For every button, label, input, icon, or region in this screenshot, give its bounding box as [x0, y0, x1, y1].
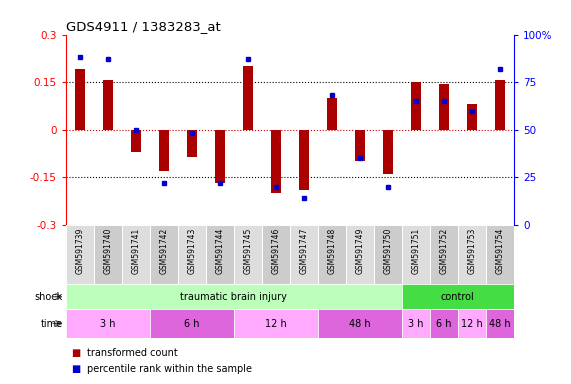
Bar [206, 225, 234, 284]
Text: time: time [41, 318, 63, 329]
Bar [66, 225, 94, 284]
Text: ■: ■ [71, 348, 81, 358]
Bar [402, 284, 514, 309]
Bar [439, 84, 449, 130]
Text: GSM591748: GSM591748 [327, 228, 336, 274]
Text: percentile rank within the sample: percentile rank within the sample [87, 364, 252, 374]
Bar [243, 66, 252, 130]
Bar [66, 284, 402, 309]
Text: GSM591742: GSM591742 [159, 228, 168, 274]
Bar [150, 309, 234, 338]
Text: GSM591746: GSM591746 [271, 228, 280, 274]
Bar [402, 225, 430, 284]
Text: GSM591752: GSM591752 [439, 228, 448, 274]
Text: ■: ■ [71, 364, 81, 374]
Bar [215, 130, 224, 184]
Bar [187, 130, 196, 157]
Bar [234, 225, 262, 284]
Bar [159, 130, 168, 171]
Bar [486, 309, 514, 338]
Bar [290, 225, 318, 284]
Bar [430, 225, 458, 284]
Text: GSM591754: GSM591754 [496, 228, 504, 274]
Text: shock: shock [35, 291, 63, 302]
Bar [318, 309, 402, 338]
Bar [131, 130, 140, 152]
Bar [411, 82, 421, 130]
Bar [355, 130, 365, 161]
Text: 6 h: 6 h [436, 318, 452, 329]
Text: transformed count: transformed count [87, 348, 178, 358]
Text: GSM591744: GSM591744 [215, 228, 224, 274]
Text: 48 h: 48 h [489, 318, 510, 329]
Bar [327, 98, 337, 130]
Text: GDS4911 / 1383283_at: GDS4911 / 1383283_at [66, 20, 220, 33]
Text: GSM591740: GSM591740 [103, 228, 112, 274]
Text: traumatic brain injury: traumatic brain injury [180, 291, 287, 302]
Bar [346, 225, 374, 284]
Bar [271, 130, 281, 193]
Text: GSM591739: GSM591739 [75, 228, 84, 274]
Bar [103, 81, 112, 130]
Text: 48 h: 48 h [349, 318, 371, 329]
Bar [458, 309, 486, 338]
Text: 12 h: 12 h [265, 318, 287, 329]
Text: 3 h: 3 h [408, 318, 424, 329]
Text: GSM591743: GSM591743 [187, 228, 196, 274]
Bar [383, 130, 393, 174]
Bar [495, 81, 505, 130]
Text: 6 h: 6 h [184, 318, 199, 329]
Text: GSM591747: GSM591747 [299, 228, 308, 274]
Text: GSM591741: GSM591741 [131, 228, 140, 274]
Bar [75, 70, 85, 130]
Text: GSM591753: GSM591753 [468, 228, 476, 274]
Bar [458, 225, 486, 284]
Bar [94, 225, 122, 284]
Bar [486, 225, 514, 284]
Text: control: control [441, 291, 475, 302]
Bar [467, 104, 477, 130]
Bar [299, 130, 309, 190]
Bar [234, 309, 318, 338]
Bar [66, 309, 150, 338]
Text: 12 h: 12 h [461, 318, 482, 329]
Text: 3 h: 3 h [100, 318, 115, 329]
Text: GSM591751: GSM591751 [411, 228, 420, 274]
Text: GSM591749: GSM591749 [355, 228, 364, 274]
Bar [402, 309, 430, 338]
Bar [430, 309, 458, 338]
Bar [262, 225, 289, 284]
Bar [318, 225, 346, 284]
Text: GSM591750: GSM591750 [383, 228, 392, 274]
Bar [178, 225, 206, 284]
Bar [374, 225, 402, 284]
Text: GSM591745: GSM591745 [243, 228, 252, 274]
Bar [150, 225, 178, 284]
Bar [122, 225, 150, 284]
